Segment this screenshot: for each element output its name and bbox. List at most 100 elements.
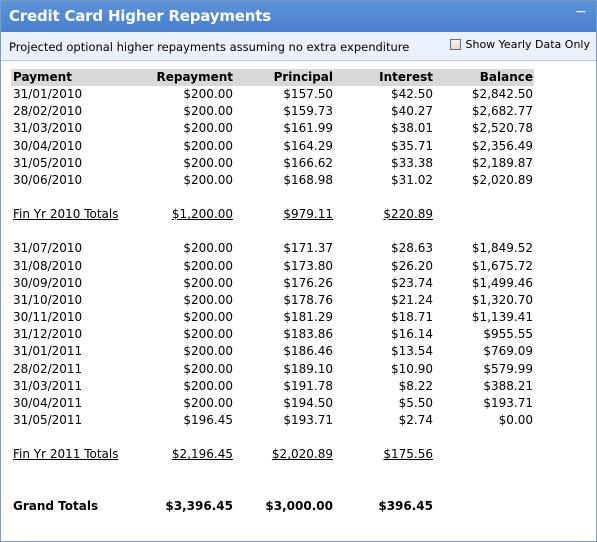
header-interest: Interest [379,70,433,84]
table-row: 31/10/2010 $200.00 $178.76 $21.24 $1,320.70 [11,292,534,309]
repayment-cell: $200.00 [183,121,233,136]
header-repayment: Repayment [156,70,233,84]
grand-total-interest: $396.45 [378,498,433,513]
principal-cell: $183.86 [283,327,333,342]
interest-cell: $2.74 [398,413,433,428]
fy2011-total-interest[interactable]: $175.56 [383,447,433,462]
repayment-cell: $200.00 [183,155,233,170]
fy2010-totals-label[interactable]: Fin Yr 2010 Totals [13,207,119,222]
payment-date: 31/08/2010 [13,258,83,273]
balance-cell: $388.21 [483,378,533,393]
payment-date: 31/03/2010 [13,121,83,136]
interest-cell: $26.20 [391,258,433,273]
repayment-cell: $200.00 [183,138,233,153]
principal-cell: $159.73 [283,104,333,119]
payment-date: 30/11/2010 [13,310,83,325]
table-row: 31/03/2010 $200.00 $161.99 $38.01 $2,520.78 [11,120,534,137]
interest-cell: $5.50 [398,396,433,410]
repayment-cell: $200.00 [183,258,233,273]
repayment-cell: $200.00 [183,172,233,187]
table-header-row: Payment Repayment Principal Interest Bal… [11,69,534,86]
payment-date: 31/01/2011 [13,344,83,359]
repayment-cell: $200.00 [183,104,233,119]
table-row: 31/07/2010 $200.00 $171.37 $28.63 $1,849.52 [11,240,534,257]
balance-cell: $2,356.49 [471,138,533,153]
payment-date: 30/04/2010 [13,138,83,153]
grand-total-repayment: $3,396.45 [165,498,233,513]
grand-totals-row: Grand Totals $3,396.45 $3,000.00 $396.45 [11,498,534,515]
repayment-cell: $200.00 [183,275,233,290]
table-row: 31/01/2010 $200.00 $157.50 $42.50 $2,842.50 [11,86,534,103]
principal-cell: $168.98 [283,172,333,187]
interest-cell: $40.27 [391,104,433,119]
payment-date: 31/07/2010 [13,241,83,256]
payment-date: 30/04/2011 [13,396,83,410]
table-row: 31/01/2011 $200.00 $186.46 $13.54 $769.09 [11,343,534,360]
table-row: 30/09/2010 $200.00 $176.26 $23.74 $1,499.46 [11,275,534,292]
principal-cell: $173.80 [283,258,333,273]
balance-cell: $2,842.50 [471,87,533,101]
principal-cell: $166.62 [283,155,333,170]
grand-total-principal: $3,000.00 [265,498,333,513]
balance-cell: $1,139.41 [471,310,533,325]
balance-cell: $1,499.46 [471,275,533,290]
interest-cell: $21.24 [391,292,433,307]
table-row: 30/04/2010 $200.00 $164.29 $35.71 $2,356.49 [11,138,534,155]
balance-cell: $1,675.72 [471,258,533,273]
interest-cell: $13.54 [391,344,433,359]
payment-date: 28/02/2011 [13,361,83,376]
repayment-table: Payment Repayment Principal Interest Bal… [11,69,534,515]
balance-cell: $1,320.70 [471,292,533,307]
payment-date: 28/02/2010 [13,104,83,119]
payment-date: 31/03/2011 [13,378,83,393]
collapse-icon[interactable]: − [575,4,587,20]
table-row: 30/06/2010 $200.00 $168.98 $31.02 $2,020.89 [11,172,534,189]
principal-cell: $186.46 [283,344,333,359]
repayment-cell: $200.00 [183,396,233,410]
repayment-cell: $200.00 [183,87,233,101]
panel-title-bar: Credit Card Higher Repayments − [1,1,596,32]
table-row: 30/11/2010 $200.00 $181.29 $18.71 $1,139.41 [11,309,534,326]
principal-cell: $161.99 [283,121,333,136]
principal-cell: $194.50 [283,396,333,410]
balance-cell: $2,020.89 [471,172,533,187]
fy2011-total-repayment[interactable]: $2,196.45 [171,447,233,462]
interest-cell: $31.02 [391,172,433,187]
table-row: 30/04/2011 $200.00 $194.50 $5.50 $193.71 [11,395,534,412]
yearly-data-toggle[interactable]: Show Yearly Data Only [449,38,591,51]
payment-date: 31/12/2010 [13,327,83,342]
payment-date: 31/05/2011 [13,413,83,428]
payment-date: 31/05/2010 [13,155,83,170]
table-row: 28/02/2010 $200.00 $159.73 $40.27 $2,682.77 [11,103,534,120]
fy2010-total-repayment[interactable]: $1,200.00 [171,207,233,222]
table-row: 31/12/2010 $200.00 $183.86 $16.14 $955.55 [11,326,534,343]
fy2011-totals-label[interactable]: Fin Yr 2011 Totals [13,447,119,462]
options-bar: Projected optional higher repayments ass… [1,32,596,61]
balance-cell: $955.55 [483,327,533,342]
fy2010-total-interest[interactable]: $220.89 [383,207,433,222]
table-row: 28/02/2011 $200.00 $189.10 $10.90 $579.99 [11,361,534,378]
principal-cell: $178.76 [283,292,333,307]
interest-cell: $28.63 [391,241,433,256]
yearly-data-checkbox[interactable] [449,39,461,50]
fy2010-rows: 31/01/2010 $200.00 $157.50 $42.50 $2,842.50 2… [11,86,534,189]
fy2010-total-principal[interactable]: $979.11 [283,207,333,222]
repayment-cell: $200.00 [183,378,233,393]
fy2011-total-principal[interactable]: $2,020.89 [271,447,333,462]
yearly-data-label[interactable]: Show Yearly Data Only [465,38,591,51]
payment-date: 30/06/2010 [13,172,83,187]
payment-date: 31/01/2010 [13,87,83,101]
interest-cell: $18.71 [391,310,433,325]
repayment-cell: $200.00 [183,361,233,376]
header-principal: Principal [273,70,333,84]
description-text: Projected optional higher repayments ass… [9,40,410,54]
repayment-cell: $200.00 [183,241,233,256]
table-row: 31/05/2011 $196.45 $193.71 $2.74 $0.00 [11,412,534,429]
principal-cell: $157.50 [283,87,333,101]
balance-cell: $579.99 [483,361,533,376]
interest-cell: $42.50 [391,87,433,101]
repayment-cell: $200.00 [183,292,233,307]
header-payment: Payment [13,70,72,84]
table-row: 31/08/2010 $200.00 $173.80 $26.20 $1,675.72 [11,258,534,275]
